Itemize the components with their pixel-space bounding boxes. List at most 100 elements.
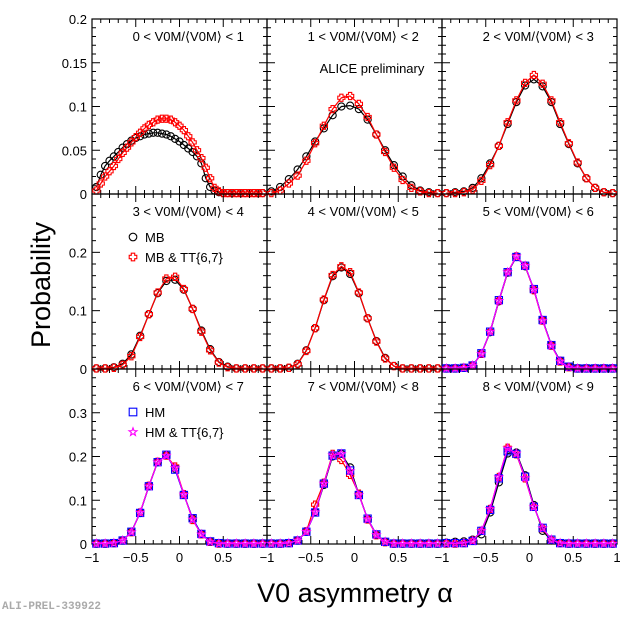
panel-frame <box>91 18 268 195</box>
marker-circle <box>144 129 154 138</box>
panel-label: 2 < V0M/⟨V0M⟩ < 3 <box>483 29 594 44</box>
series-line <box>95 132 263 194</box>
y-axis-title: Probability <box>26 221 56 348</box>
legend: MB MB & TT{6,7} <box>128 230 223 265</box>
marker-cross <box>135 128 145 137</box>
marker-star <box>283 537 295 548</box>
y-tick-label: 0.2 <box>69 450 87 465</box>
x-tick-label: 1 <box>613 550 620 565</box>
marker-star <box>379 536 391 547</box>
marker-star <box>406 537 417 549</box>
marker-circle <box>337 102 346 111</box>
marker-star <box>108 537 120 548</box>
marker-star <box>257 537 268 549</box>
marker-cross <box>175 121 184 130</box>
series-hm-tt-6-7- <box>91 450 268 549</box>
marker-cross <box>249 364 259 373</box>
marker-cross <box>468 185 477 194</box>
marker-cross <box>214 358 224 367</box>
y-tick-label: 0.1 <box>69 493 87 508</box>
marker-cross <box>293 171 302 180</box>
marker-cross <box>424 188 434 198</box>
marker-cross <box>131 132 140 142</box>
legend-label: MB & TT{6,7} <box>145 250 223 265</box>
marker-star <box>554 537 566 548</box>
marker-star <box>178 488 190 500</box>
marker-star <box>476 348 487 359</box>
marker-cross <box>109 161 119 171</box>
marker-cross <box>547 96 556 105</box>
marker-star <box>231 537 242 549</box>
marker-cross <box>407 183 416 193</box>
series-mb-tt-6-7- <box>267 262 442 373</box>
marker-cross <box>267 364 276 373</box>
marker-circle <box>149 128 158 137</box>
marker-cross <box>109 363 119 372</box>
marker-cross <box>398 364 407 373</box>
series-line <box>271 452 438 545</box>
panel-label: 4 < V0M/⟨V0M⟩ < 5 <box>308 204 419 219</box>
marker-cross <box>564 139 574 148</box>
alice-preliminary-label: ALICE preliminary <box>320 61 425 76</box>
panel-4: 4 < V0M/⟨V0M⟩ < 5 <box>266 193 443 373</box>
marker-cross <box>96 179 105 188</box>
marker-cross <box>293 360 302 369</box>
marker-cross <box>162 114 171 123</box>
x-tick-label: −0.5 <box>123 550 149 565</box>
series-line <box>446 446 613 545</box>
marker-cross <box>149 118 158 127</box>
series-line <box>446 450 613 545</box>
marker-cross <box>415 187 425 196</box>
marker-star <box>546 340 557 351</box>
marker-cross <box>302 346 311 356</box>
y-tick-label: 0.2 <box>69 12 87 27</box>
marker-cross <box>512 96 521 105</box>
x-tick-label: 0 <box>526 550 533 565</box>
marker-cross <box>284 363 294 372</box>
marker-square <box>170 465 180 474</box>
series-mb-tt-6-7- <box>442 443 617 548</box>
series-mb <box>442 448 617 548</box>
marker-star <box>511 250 522 261</box>
marker-cross <box>128 252 138 262</box>
marker-cross <box>389 163 399 172</box>
marker-cross <box>153 115 162 124</box>
marker-star <box>134 506 146 518</box>
series-mb <box>267 449 442 548</box>
panel-2: 2 < V0M/⟨V0M⟩ < 3 <box>441 18 618 198</box>
marker-cross <box>363 112 372 122</box>
panel-label: 5 < V0M/⟨V0M⟩ < 6 <box>483 204 594 219</box>
series-mb-tt-6-7- <box>92 272 267 373</box>
x-tick-label: 0 <box>176 550 183 565</box>
marker-cross <box>144 120 154 130</box>
marker-star <box>476 525 487 536</box>
marker-cross <box>127 352 136 361</box>
marker-circle <box>157 129 167 138</box>
marker-cross <box>310 324 320 333</box>
legend-label: MB <box>145 230 165 245</box>
marker-cross <box>188 304 197 314</box>
marker-star <box>537 522 548 533</box>
marker-cross <box>599 188 609 197</box>
y-tick-label: 0 <box>80 537 87 552</box>
marker-star <box>126 526 137 537</box>
marker-cross <box>205 174 215 183</box>
series-line <box>96 453 263 545</box>
marker-cross <box>372 130 381 139</box>
legend-label: HM & TT{6,7} <box>145 425 224 440</box>
marker-circle <box>96 170 105 179</box>
marker-cross <box>485 160 495 170</box>
marker-circle <box>188 147 197 157</box>
series-mb-tt-6-7- <box>267 449 442 548</box>
marker-cross <box>153 288 162 297</box>
marker-star <box>511 447 522 458</box>
marker-star <box>441 362 452 373</box>
marker-circle <box>520 81 530 90</box>
marker-cross <box>337 262 346 271</box>
series-hm <box>442 252 617 373</box>
y-tick-label: 0 <box>80 362 87 377</box>
marker-star <box>537 314 548 326</box>
series-mb <box>92 451 267 548</box>
marker-star <box>554 355 566 366</box>
